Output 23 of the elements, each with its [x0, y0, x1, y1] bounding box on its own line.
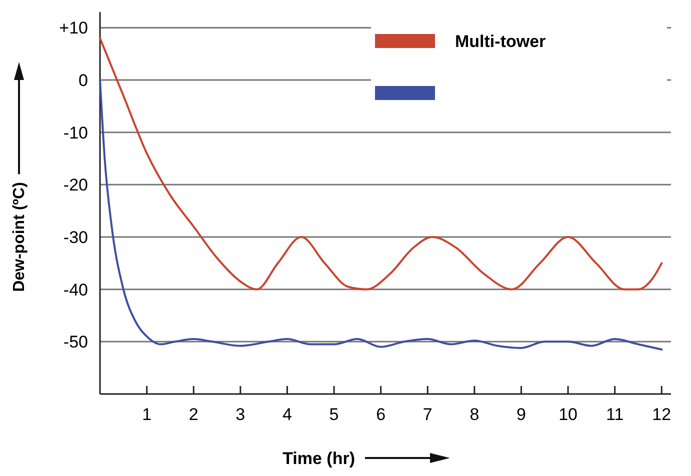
x-tick-label: 4: [282, 405, 292, 424]
x-tick-label: 5: [329, 405, 339, 424]
x-axis-title: Time (hr): [282, 449, 355, 468]
y-tick-label: -20: [63, 176, 88, 195]
y-tick-label: 0: [78, 71, 88, 90]
x-tick-label: 1: [142, 405, 152, 424]
x-tick-label: 2: [188, 405, 198, 424]
x-tick-label: 10: [558, 405, 578, 424]
x-tick-label: 8: [470, 405, 480, 424]
y-tick-label: -30: [63, 228, 88, 248]
x-tick-label: 9: [516, 405, 526, 424]
y-tick-label: -10: [63, 123, 88, 142]
y-tick-label: +10: [59, 18, 88, 38]
y-tick-label: -50: [63, 332, 88, 352]
y-axis-title: Dew-point (ºC): [11, 182, 28, 292]
x-tick-label: 6: [376, 405, 386, 424]
y-tick-label: -40: [63, 280, 88, 300]
x-tick-label: 11: [606, 405, 624, 424]
x-tick-label: 12: [652, 405, 672, 424]
x-tick-label: 7: [422, 405, 432, 424]
line-series: [99, 79, 663, 351]
legend-label: Multi-tower: [455, 32, 546, 51]
x-tick-label: 3: [236, 405, 246, 424]
